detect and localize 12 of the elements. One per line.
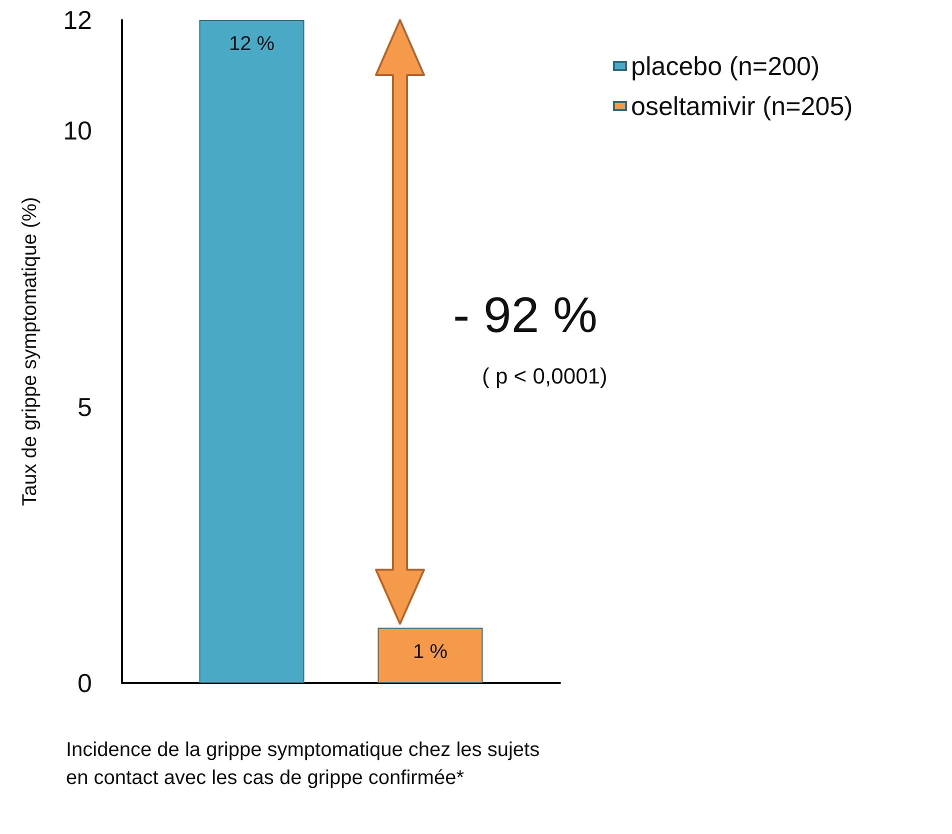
legend-label: placebo (n=200) — [631, 51, 820, 81]
data-label: 1 % — [413, 640, 448, 663]
annotation: ( p < 0,0001) — [482, 364, 608, 388]
legend-label: oseltamivir (n=205) — [631, 91, 853, 121]
data-label: 12 % — [228, 33, 275, 55]
y-tick-label: 10 — [63, 116, 92, 146]
y-tick-label: 0 — [78, 668, 92, 698]
y-tick-label: 5 — [78, 392, 92, 422]
x-axis-title: Incidence de la grippe symptomatique chez les sujets en contact avec les cas de grippe confirmée* — [66, 739, 546, 789]
y-axis-title: Taux de grippe symptomatique (%) — [19, 196, 41, 506]
y-tick-label: 12 — [63, 5, 92, 35]
annotation: - 92 % — [453, 287, 598, 343]
